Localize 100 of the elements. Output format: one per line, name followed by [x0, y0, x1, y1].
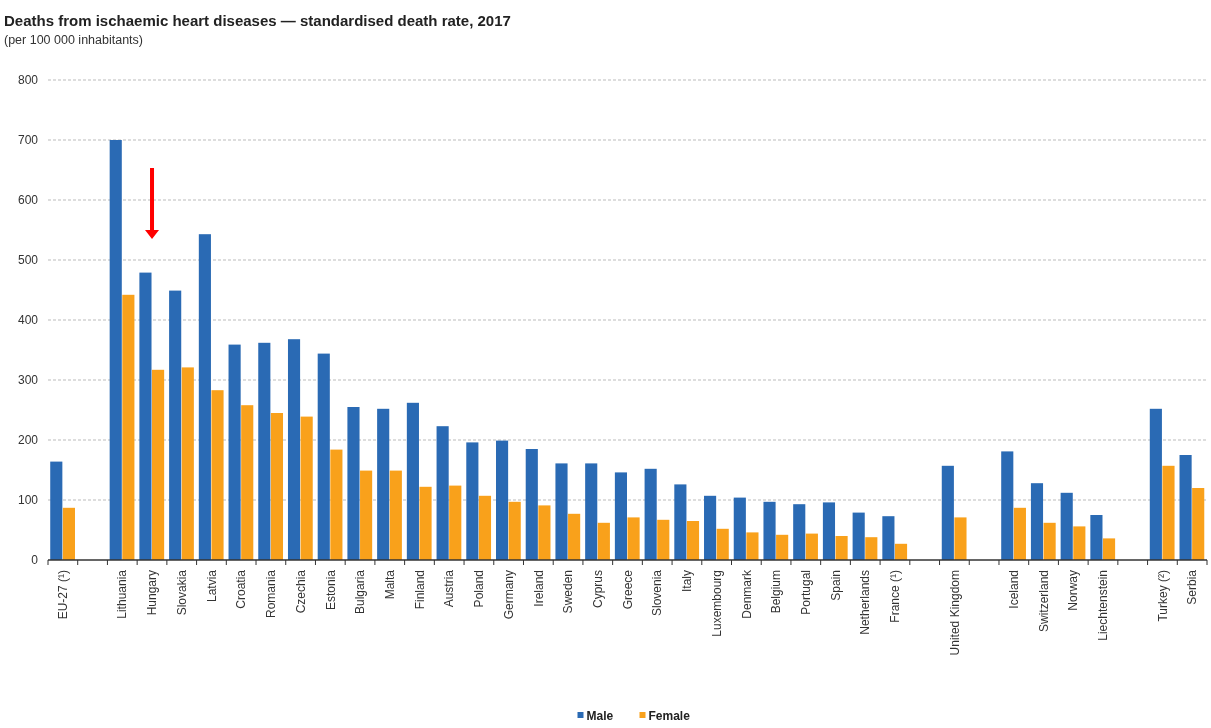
bar: [627, 517, 640, 560]
bar: [270, 413, 284, 560]
bar: [1192, 488, 1205, 560]
bar: [733, 497, 746, 560]
bar: [181, 367, 194, 560]
chart-subtitle: (per 100 000 inhabitants): [4, 33, 143, 47]
x-tick-label: Malta: [382, 569, 397, 600]
x-tick-label: Latvia: [204, 569, 219, 603]
y-tick-label: 400: [17, 313, 39, 328]
bar: [406, 402, 419, 560]
bar: [360, 470, 373, 560]
bar: [508, 501, 521, 560]
x-tick-label: Germany: [501, 570, 516, 620]
bar: [568, 513, 581, 560]
bar: [317, 353, 330, 560]
bar: [865, 537, 878, 560]
bar: [746, 532, 759, 560]
bar: [109, 140, 122, 560]
bar: [139, 272, 152, 560]
bar: [1030, 483, 1044, 560]
x-tick-label: Portugal: [799, 570, 814, 615]
bar: [62, 507, 75, 560]
x-tick-label: Finland: [412, 570, 427, 610]
x-tick-label: Croatia: [234, 569, 249, 609]
x-tick-label: Estonia: [323, 569, 338, 611]
x-tick-label: Spain: [828, 570, 843, 601]
bar: [50, 461, 63, 560]
x-tick-label: France (¹): [888, 570, 903, 623]
bar: [597, 522, 610, 560]
bar: [954, 517, 967, 560]
x-tick-label: Switzerland: [1036, 570, 1051, 633]
x-tick-label: United Kingdom: [947, 570, 962, 656]
bar: [377, 408, 390, 560]
bar: [211, 390, 224, 560]
bar: [436, 426, 449, 560]
bar: [555, 463, 568, 560]
bar: [330, 449, 343, 560]
bar: [228, 344, 241, 560]
y-tick-label: 300: [17, 373, 39, 388]
bar: [793, 504, 806, 560]
x-tick-label: Denmark: [739, 569, 754, 619]
bar: [805, 533, 818, 560]
bar: [1073, 526, 1086, 560]
bar: [300, 416, 313, 560]
bar: [1149, 408, 1162, 560]
bar: [241, 405, 254, 560]
x-tick-label: Czechia: [293, 569, 308, 614]
x-tick-label: Bulgaria: [353, 569, 368, 615]
bar: [894, 543, 908, 560]
chart-title: Deaths from ischaemic heart diseases — standardised death rate, 2017: [4, 12, 511, 29]
x-tick-label: Slovakia: [174, 569, 189, 616]
y-tick-label: 600: [17, 193, 39, 208]
x-tick-label: Cyprus: [590, 570, 605, 609]
bar: [449, 485, 462, 560]
x-tick-label: Iceland: [1007, 570, 1022, 609]
bar: [419, 486, 432, 560]
x-tick-label: Belgium: [769, 570, 784, 614]
x-tick-label: Italy: [680, 570, 695, 593]
x-tick-label: Hungary: [145, 570, 160, 616]
x-tick-label: Liechtenstein: [1096, 570, 1111, 641]
bar: [1013, 507, 1026, 560]
x-tick-label: EU-27 (¹): [56, 570, 71, 620]
bar: [169, 290, 182, 560]
bar: [614, 472, 627, 560]
bar: [585, 463, 598, 560]
y-tick-label: 100: [17, 493, 39, 508]
x-tick-label: Serbia: [1185, 569, 1200, 605]
bar: [198, 234, 211, 560]
bar: [258, 342, 271, 560]
bar: [644, 468, 657, 560]
bar: [716, 528, 729, 560]
bar: [852, 512, 865, 560]
bar: [478, 495, 492, 560]
bar: [704, 495, 717, 560]
x-tick-label: Poland: [472, 570, 487, 608]
bar: [1090, 515, 1103, 560]
bar: [152, 369, 165, 560]
bar: [686, 521, 700, 560]
x-tick-label: Turkey (²): [1155, 570, 1170, 622]
x-tick-label: Romania: [264, 569, 279, 619]
bar: [776, 534, 789, 560]
bar: [763, 501, 776, 560]
y-tick-label: 0: [31, 553, 39, 568]
x-tick-label: Luxembourg: [709, 570, 724, 637]
legend-label: Female: [648, 709, 691, 723]
bar: [496, 440, 509, 560]
x-tick-label: Austria: [442, 569, 457, 608]
bar: [466, 442, 479, 560]
bar: [941, 465, 954, 560]
x-tick-label: Norway: [1066, 570, 1081, 611]
y-tick-label: 700: [17, 133, 39, 148]
bar: [1179, 455, 1192, 560]
bar: [538, 505, 551, 560]
bar: [822, 502, 836, 560]
bar: [287, 339, 301, 560]
bar: [657, 519, 670, 560]
legend-label: Male: [586, 709, 614, 723]
bar: [1060, 492, 1073, 560]
bar: [525, 449, 538, 560]
y-tick-label: 500: [17, 253, 39, 268]
